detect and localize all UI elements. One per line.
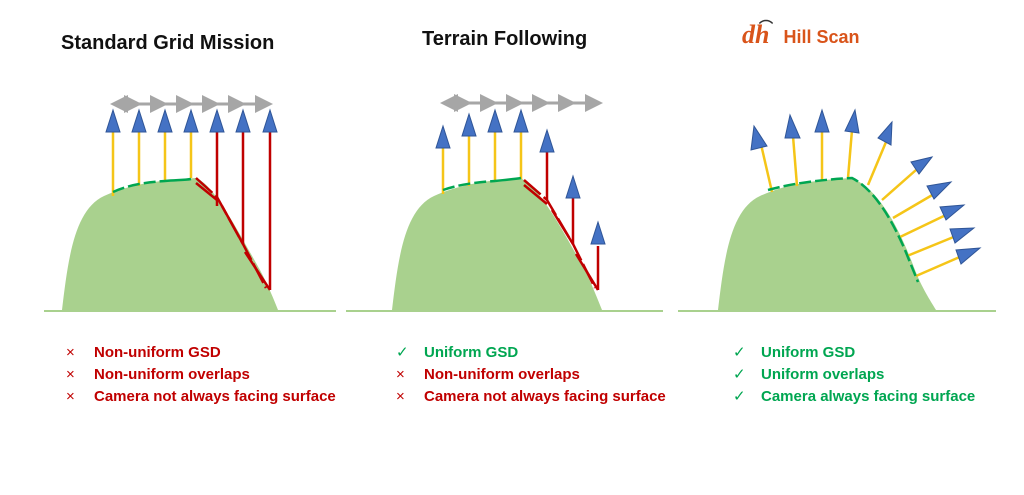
list-item: × Non-uniform overlaps bbox=[66, 364, 336, 386]
cross-icon: × bbox=[396, 366, 405, 383]
criteria-list-hill-scan: ✓ Uniform GSD ✓ Uniform overlaps ✓ Camera a… bbox=[733, 342, 975, 408]
hill-shape bbox=[718, 178, 936, 310]
check-icon: ✓ bbox=[396, 344, 409, 361]
list-item: ✓ Uniform overlaps bbox=[733, 364, 975, 386]
list-item: × Camera not always facing surface bbox=[396, 386, 666, 408]
list-item: × Camera not always facing surface bbox=[66, 386, 336, 408]
panel-title-standard-grid: Standard Grid Mission bbox=[61, 32, 275, 54]
dh-logo: dh ⌒ bbox=[742, 20, 773, 49]
list-item: ✓ Uniform GSD bbox=[733, 342, 975, 364]
check-icon: ✓ bbox=[733, 344, 746, 361]
check-icon: ✓ bbox=[733, 366, 746, 383]
camera-markers bbox=[435, 108, 606, 245]
criteria-list-terrain-following: ✓ Uniform GSD × Non-uniform overlaps × Came… bbox=[396, 342, 666, 408]
list-item: × Non-uniform overlaps bbox=[396, 364, 666, 386]
camera-beams bbox=[758, 129, 963, 278]
panel-standard-grid bbox=[44, 95, 336, 312]
panel-hill-scan bbox=[678, 108, 996, 312]
cross-icon: × bbox=[66, 366, 75, 383]
camera-beams bbox=[111, 130, 272, 290]
criteria-list-standard-grid: × Non-uniform GSD × Non-uniform overlaps ×… bbox=[66, 342, 336, 408]
cross-icon: × bbox=[66, 388, 75, 405]
panel-terrain-following bbox=[346, 94, 663, 312]
panel-title-hill-scan: Hill Scan bbox=[783, 27, 860, 47]
overlap-footprints bbox=[767, 176, 920, 283]
check-icon: ✓ bbox=[733, 388, 746, 405]
camera-markers bbox=[750, 108, 982, 265]
panel-title-terrain-following: Terrain Following bbox=[422, 28, 588, 50]
list-item: ✓ Uniform GSD bbox=[396, 342, 666, 364]
list-item: × Non-uniform GSD bbox=[66, 342, 336, 364]
camera-markers bbox=[105, 108, 278, 133]
overlap-footprints bbox=[442, 176, 600, 291]
list-item: ✓ Camera always facing surface bbox=[733, 386, 975, 408]
overlap-footprints bbox=[112, 177, 272, 291]
cross-icon: × bbox=[66, 344, 75, 361]
camera-beams bbox=[441, 132, 600, 290]
hill-shape bbox=[392, 178, 602, 310]
hill-shape bbox=[62, 178, 278, 310]
cross-icon: × bbox=[396, 388, 405, 405]
panel-title-hill-scan-wrap: dh ⌒ Hill Scan bbox=[742, 20, 860, 49]
